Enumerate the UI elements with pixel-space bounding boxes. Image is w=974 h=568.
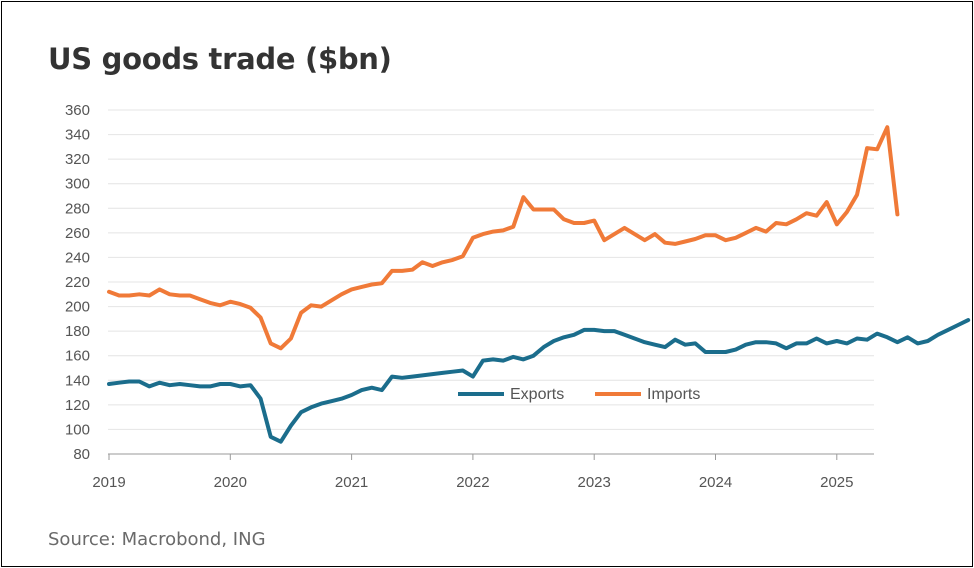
legend-label-imports: Imports: [647, 386, 700, 403]
y-tick-label: 120: [65, 397, 90, 414]
y-tick-label: 140: [65, 372, 90, 389]
x-tick-label: 2019: [92, 474, 125, 491]
y-tick-label: 200: [65, 299, 90, 316]
series-line-exports: [107, 318, 971, 444]
y-tick-label: 180: [65, 323, 90, 340]
x-tick-label: 2023: [578, 474, 611, 491]
chart-title: US goods trade ($bn): [48, 42, 392, 76]
y-tick-label: 280: [65, 200, 90, 217]
y-tick-label: 160: [65, 348, 90, 365]
y-tick-label: 100: [65, 421, 90, 438]
y-tick-label: 260: [65, 225, 90, 242]
x-tick-label: 2025: [820, 474, 853, 491]
y-tick-label: 360: [65, 102, 90, 119]
legend-label-exports: Exports: [510, 386, 564, 403]
y-tick-label: 80: [73, 446, 90, 463]
y-tick-label: 240: [65, 249, 90, 266]
x-tick-label: 2022: [456, 474, 489, 491]
x-tick-label: 2020: [214, 474, 247, 491]
x-tick-label: 2021: [335, 474, 368, 491]
series-line-imports: [107, 125, 900, 351]
y-tick-label: 320: [65, 151, 90, 168]
y-tick-label: 300: [65, 176, 90, 193]
y-tick-label: 220: [65, 274, 90, 291]
source-note: Source: Macrobond, ING: [48, 529, 266, 550]
x-tick-label: 2024: [699, 474, 732, 491]
y-tick-label: 340: [65, 127, 90, 144]
